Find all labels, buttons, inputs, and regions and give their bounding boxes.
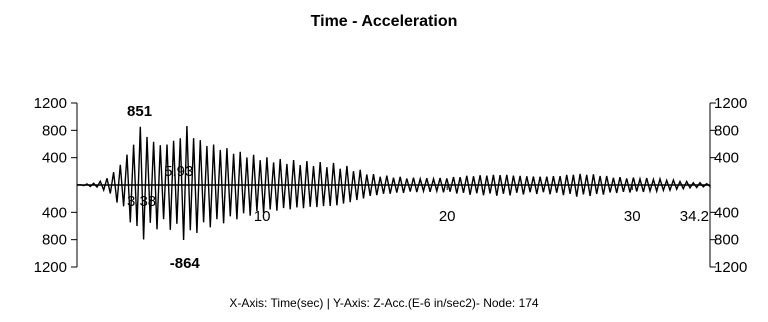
left-y-tick-label-3: 400 bbox=[42, 204, 67, 221]
x-tick-label-0: 10 bbox=[254, 208, 271, 225]
right-y-tick-label-2: 400 bbox=[714, 150, 739, 167]
annotation-min-1: -864 bbox=[170, 255, 201, 272]
axis-footer: X-Axis: Time(sec) | Y-Axis: Z-Acc.(E-6 i… bbox=[229, 296, 539, 310]
right-y-tick-label-4: 800 bbox=[714, 232, 739, 249]
x-tick-label-3: 34.2 bbox=[680, 208, 709, 225]
x-tick-label-1: 20 bbox=[439, 208, 456, 225]
acceleration-series-line bbox=[76, 125, 711, 241]
annotations: 851 -864 5.93 3.38 bbox=[127, 103, 200, 272]
left-y-tick-label-0: 1200 bbox=[34, 95, 67, 112]
right-y-tick-label-3: 400 bbox=[714, 204, 739, 221]
right-y-tick-label-5: 1200 bbox=[714, 259, 747, 276]
x-ticks: 10 20 30 34.2 bbox=[254, 185, 711, 225]
chart-title: Time - Acceleration bbox=[311, 13, 458, 30]
right-y-tick-label-1: 800 bbox=[714, 122, 739, 139]
annotation-time-marker-3: 3.38 bbox=[127, 193, 156, 210]
left-y-tick-label-4: 800 bbox=[42, 232, 67, 249]
left-y-tick-label-2: 400 bbox=[42, 150, 67, 167]
annotation-time-marker-2: 5.93 bbox=[164, 163, 193, 180]
annotation-max-0: 851 bbox=[127, 103, 152, 120]
left-y-tick-label-5: 1200 bbox=[34, 259, 67, 276]
right-y-ticks: 1200 800 400 400 800 1200 bbox=[710, 95, 747, 276]
left-y-tick-label-1: 800 bbox=[42, 122, 67, 139]
left-y-ticks: 1200 800 400 400 800 1200 bbox=[34, 95, 77, 276]
right-y-tick-label-0: 1200 bbox=[714, 95, 747, 112]
x-tick-label-2: 30 bbox=[624, 208, 641, 225]
